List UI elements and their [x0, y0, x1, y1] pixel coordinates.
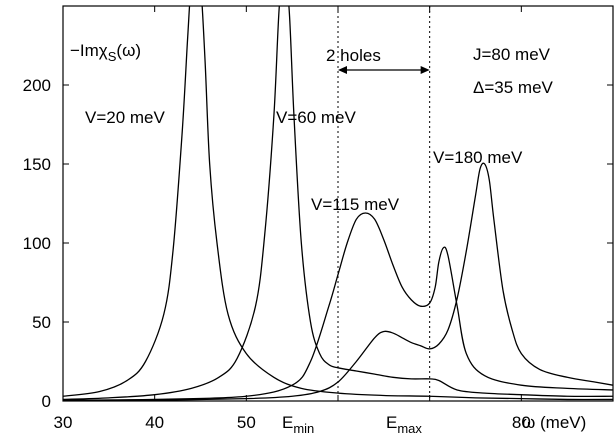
- band-edge-lines: [337, 6, 431, 401]
- y-axis-ticks: 0 50 100 150 200: [23, 76, 613, 411]
- x-tick-label: 30: [54, 413, 73, 432]
- series-label-v60: V=60 meV: [276, 108, 357, 127]
- series-label-v20: V=20 meV: [85, 108, 166, 127]
- x-tick-label: 40: [145, 413, 164, 432]
- quantity-label: −ImχS(ω): [70, 41, 141, 64]
- x-tick-label: 50: [237, 413, 256, 432]
- x-tick-label: 80: [512, 413, 531, 432]
- param-delta-label: Δ=35 meV: [473, 78, 554, 97]
- emin-label: Emin: [282, 413, 314, 436]
- y-tick-label: 150: [23, 155, 51, 174]
- series-line-3: [63, 162, 613, 401]
- two-holes-arrow-head-right: [420, 66, 430, 74]
- two-holes-arrow-head-left: [338, 66, 347, 74]
- two-holes-label: 2 holes: [326, 46, 381, 65]
- series-label-v180: V=180 meV: [433, 148, 523, 167]
- series-line-2: [63, 212, 613, 401]
- series-label-v115: V=115 meV: [311, 195, 400, 214]
- param-J-label: J=80 meV: [473, 45, 551, 64]
- series-line-0: [63, 6, 613, 401]
- x-axis-ticks: 30 40 50 80: [54, 6, 614, 432]
- y-tick-label: 100: [23, 234, 51, 253]
- y-tick-label: 0: [42, 392, 51, 411]
- y-tick-label: 200: [23, 76, 51, 95]
- y-tick-label: 50: [32, 313, 51, 332]
- two-holes-arrow: [338, 66, 430, 74]
- series-curves: [63, 6, 613, 401]
- emax-label: Emax: [386, 413, 422, 436]
- x-axis-label: ω (meV): [522, 413, 586, 432]
- series-line-1: [63, 6, 613, 401]
